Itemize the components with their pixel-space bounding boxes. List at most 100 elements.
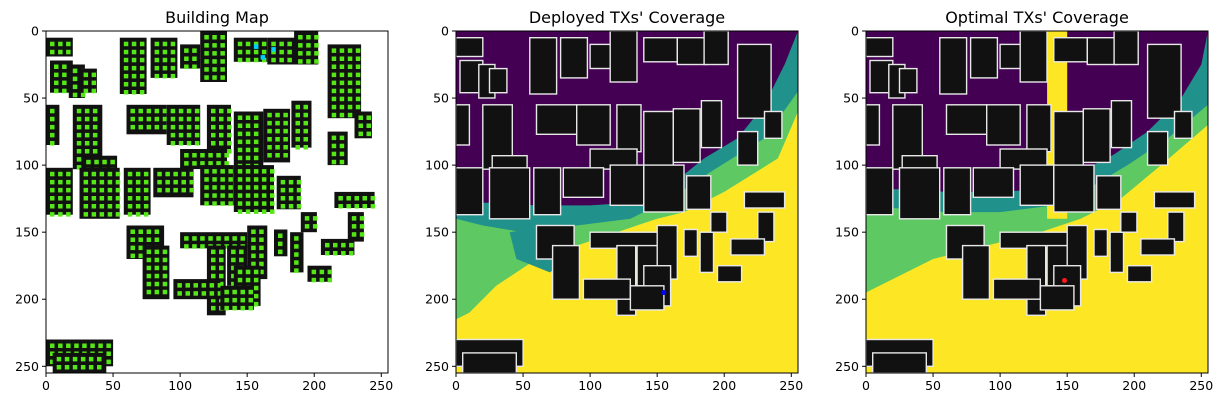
candidate-site <box>193 283 198 288</box>
candidate-site <box>194 141 200 146</box>
plot-frame <box>45 30 389 374</box>
candidate-site <box>127 204 133 209</box>
candidate-site <box>130 253 135 259</box>
building <box>327 131 348 166</box>
candidate-site <box>154 249 160 255</box>
candidate-site <box>131 73 137 79</box>
building <box>1082 108 1111 164</box>
candidate-site <box>146 273 152 279</box>
candidate-site <box>232 289 237 295</box>
y-tick-label: 50 <box>23 91 39 106</box>
candidate-site <box>224 305 229 311</box>
building <box>866 167 894 216</box>
candidate-site <box>99 179 105 185</box>
candidate-site <box>189 187 194 193</box>
candidate-site <box>304 224 310 229</box>
candidate-site <box>220 51 225 56</box>
candidate-site <box>295 120 300 126</box>
candidate-site <box>200 236 205 241</box>
candidate-site <box>245 57 251 63</box>
candidate-site <box>138 229 143 234</box>
candidate-site <box>146 257 152 263</box>
candidate-site <box>231 249 236 255</box>
candidate-site <box>123 41 129 47</box>
candidate-site <box>58 204 63 209</box>
candidate-site <box>135 179 141 185</box>
building <box>609 31 638 83</box>
candidate-site <box>184 56 189 61</box>
candidate-site <box>91 80 97 86</box>
candidate-site <box>181 179 186 185</box>
candidate-site <box>194 108 200 114</box>
candidate-site <box>220 67 225 72</box>
candidate-site <box>123 49 129 55</box>
candidate-site <box>325 242 330 248</box>
building <box>898 67 918 94</box>
candidate-site <box>162 257 168 263</box>
candidate-site <box>107 204 113 209</box>
candidate-site <box>366 131 371 137</box>
candidate-site <box>138 253 143 259</box>
building <box>730 238 766 256</box>
candidate-site <box>143 187 149 193</box>
candidate-site <box>54 80 59 86</box>
candidate-site <box>227 116 232 122</box>
candidate-site <box>83 88 89 94</box>
candidate-site <box>146 108 152 114</box>
candidate-site <box>275 145 280 150</box>
candidate-site <box>237 269 243 275</box>
building <box>736 43 772 119</box>
candidate-site <box>189 179 194 185</box>
candidate-site <box>130 124 135 130</box>
candidate-site <box>331 56 337 61</box>
candidate-site <box>331 135 337 141</box>
candidate-site <box>280 204 286 209</box>
candidate-site <box>66 171 71 177</box>
candidate-site <box>131 82 137 87</box>
candidate-site <box>115 187 121 193</box>
candidate-site <box>279 57 284 63</box>
candidate-site <box>165 179 170 185</box>
candidate-site <box>72 68 78 74</box>
candidate-site <box>278 233 283 238</box>
candidate-site <box>303 137 308 142</box>
building <box>1019 31 1048 83</box>
candidate-site <box>212 75 217 80</box>
candidate-site <box>184 236 189 241</box>
candidate-site <box>178 108 184 114</box>
candidate-site <box>358 123 363 128</box>
building <box>1026 104 1052 153</box>
candidate-site <box>200 244 205 249</box>
candidate-site <box>154 65 160 71</box>
candidate-site <box>82 343 87 348</box>
building <box>643 110 674 173</box>
candidate-site <box>245 169 251 174</box>
candidate-site <box>76 132 82 138</box>
candidate-site <box>295 145 300 150</box>
candidate-site <box>355 80 361 86</box>
y-tick-label: 50 <box>433 91 449 106</box>
candidate-site <box>88 365 94 370</box>
candidate-site <box>50 343 55 348</box>
candidate-site <box>370 204 376 209</box>
candidate-site <box>261 49 267 55</box>
candidate-site <box>192 56 197 61</box>
candidate-site <box>204 185 209 190</box>
candidate-site <box>54 64 59 69</box>
candidate-site <box>84 124 90 130</box>
candidate-site <box>194 132 200 138</box>
building <box>1053 164 1095 213</box>
candidate-site <box>135 171 141 177</box>
candidate-site <box>91 179 97 185</box>
candidate-site <box>366 115 371 120</box>
candidate-site <box>253 301 259 307</box>
candidate-site <box>303 104 308 110</box>
candidate-site <box>339 64 345 69</box>
building <box>736 130 759 166</box>
candidate-site <box>245 209 251 214</box>
candidate-site <box>224 161 229 166</box>
candidate-site <box>170 57 176 63</box>
candidate-site <box>270 209 275 214</box>
candidate-site <box>271 49 276 55</box>
